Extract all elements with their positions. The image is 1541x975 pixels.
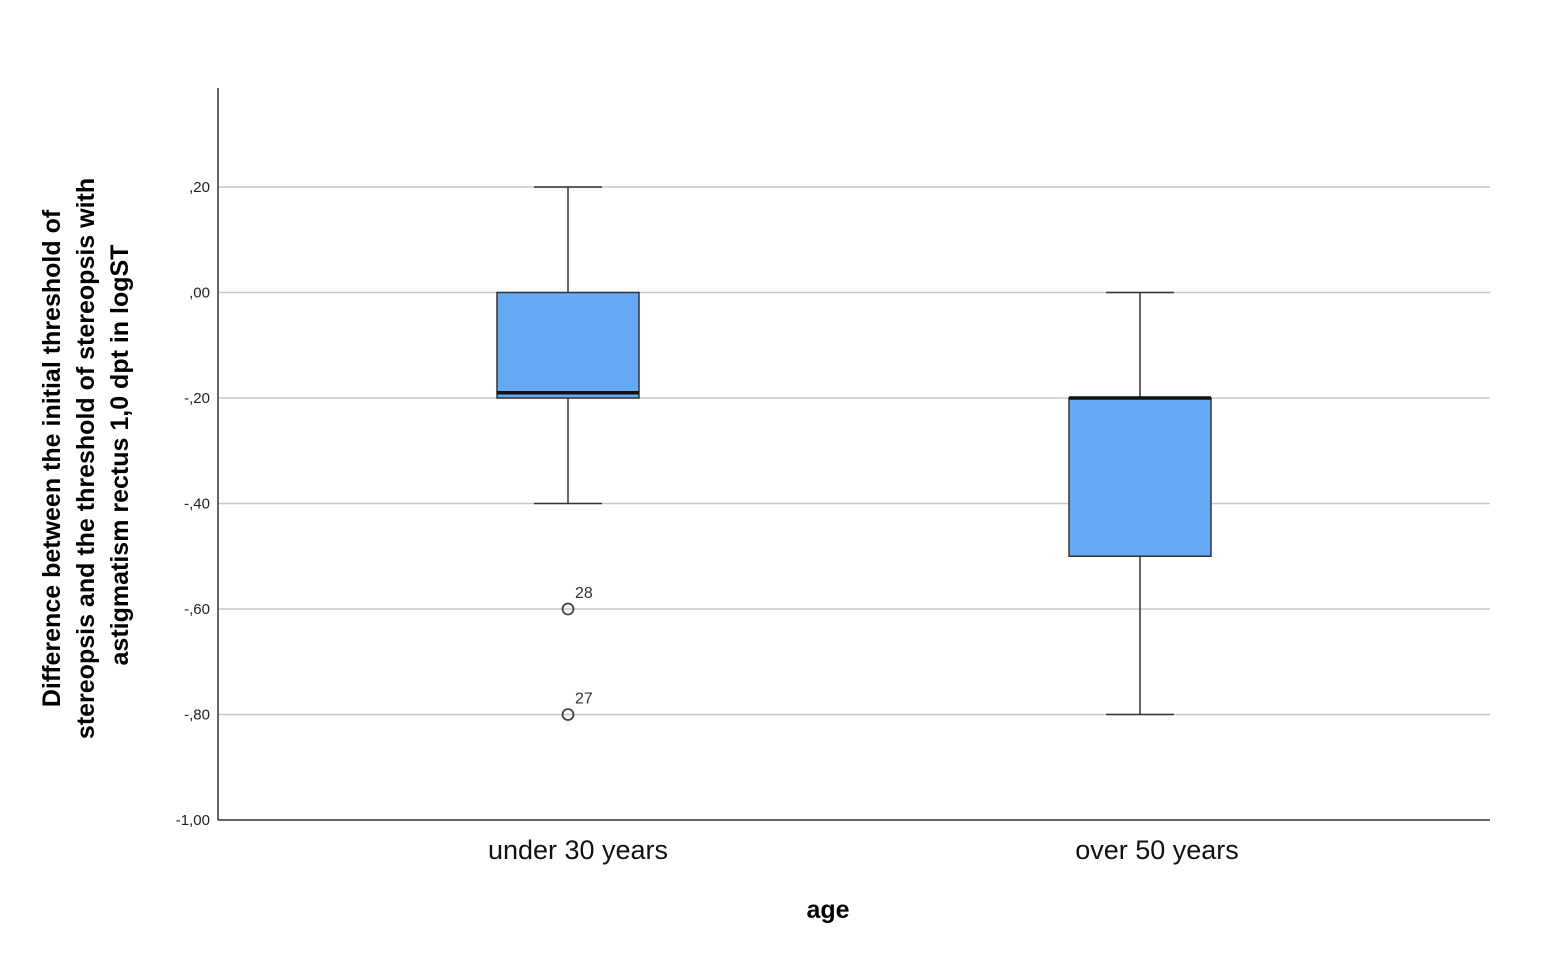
y-tick-label: -,80 — [184, 707, 210, 724]
y-axis-label-line-1: Difference between the initial threshold… — [38, 209, 66, 707]
box-group — [1068, 291, 1212, 716]
y-tick-label: -1,00 — [176, 812, 210, 829]
y-axis-label: Difference between the initial threshold… — [38, 171, 134, 739]
y-axis-label-line-3: astigmatism rectus 1,0 dpt in logST — [106, 245, 134, 666]
x-category-label: over 50 years — [1075, 835, 1239, 865]
outlier-label: 28 — [575, 585, 593, 602]
box-group: 28 27 — [496, 186, 640, 721]
y-tick-label: ,00 — [189, 285, 210, 302]
box-iqr — [496, 291, 640, 399]
box-iqr — [1068, 397, 1212, 557]
boxes: 28 27 — [496, 186, 1212, 721]
y-ticks: ,20 ,00 -,20 -,40 -,60 -,80 -1,00 — [176, 179, 210, 829]
outlier-label: 27 — [575, 691, 593, 708]
outlier-point — [561, 602, 575, 616]
outlier-point — [561, 708, 575, 721]
x-category-label: under 30 years — [488, 835, 668, 865]
y-tick-label: -,60 — [184, 601, 210, 618]
y-tick-label: ,20 — [189, 179, 210, 196]
x-categories: under 30 years over 50 years — [488, 835, 1239, 865]
y-tick-label: -,20 — [184, 390, 210, 407]
y-tick-label: -,40 — [184, 496, 210, 513]
x-axis-label: age — [806, 896, 849, 924]
y-axis-label-line-2: stereopsis and the threshold of stereops… — [72, 178, 100, 739]
grid-lines — [218, 186, 1490, 716]
axes — [217, 88, 1490, 821]
